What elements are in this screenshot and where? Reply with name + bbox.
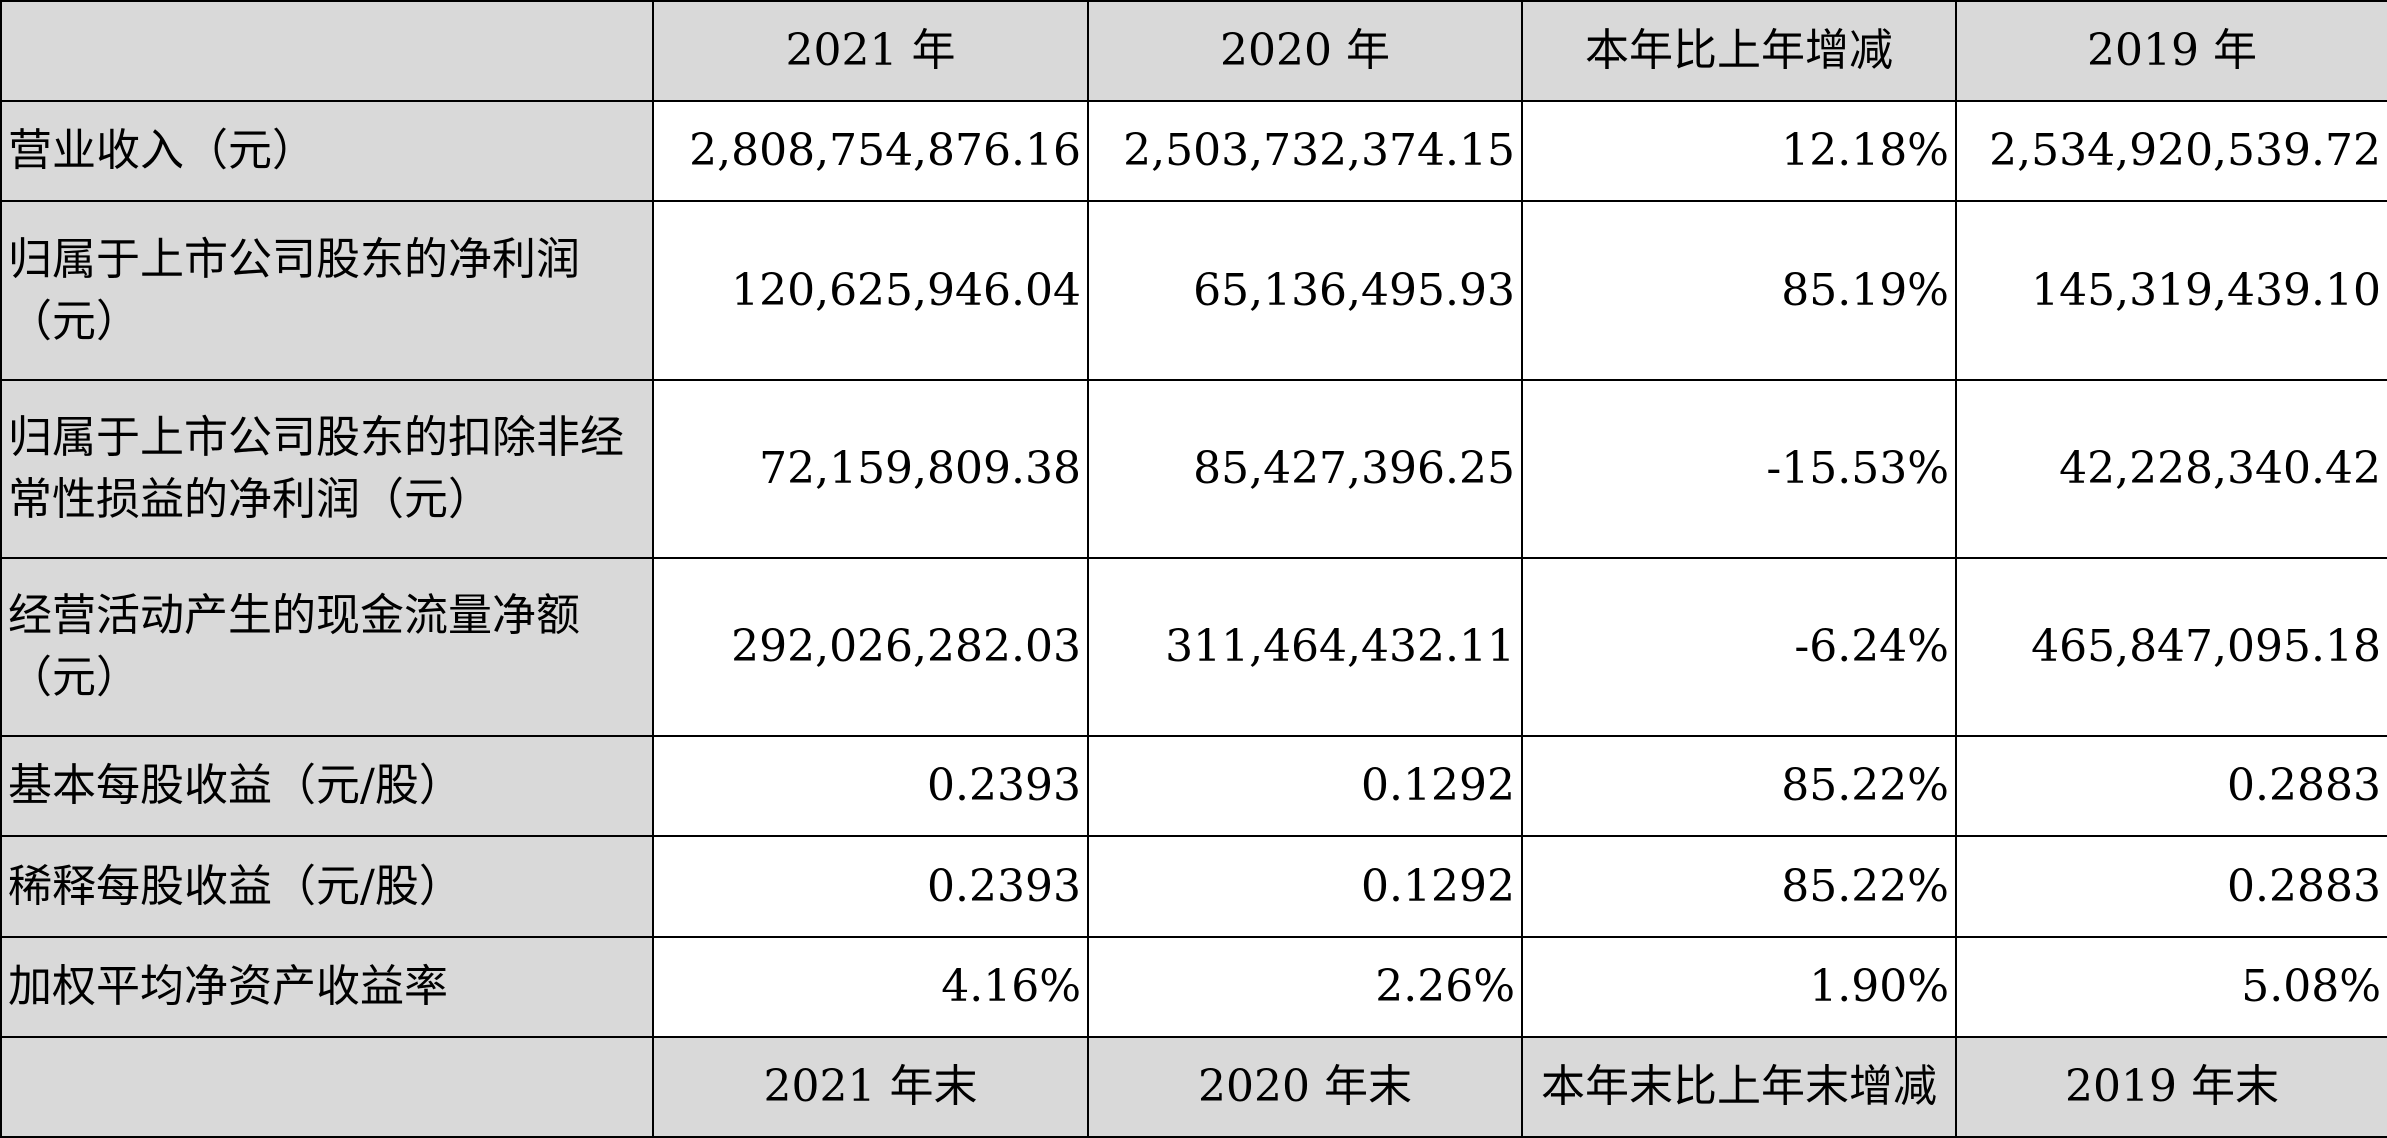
value-2019: 0.2883	[1955, 735, 2387, 838]
value-2021: 4.16%	[652, 935, 1089, 1038]
value-yoy-change: -6.24%	[1521, 556, 1957, 738]
value-2021: 72,159,809.38	[652, 378, 1089, 559]
row-label: 营业收入（元）	[0, 100, 654, 203]
value-2019: 145,319,439.10	[1955, 200, 2387, 381]
value-2021: 0.2393	[652, 835, 1089, 938]
header-corner-cell	[0, 0, 654, 103]
row-label: 归属于上市公司股东的净利润（元）	[0, 200, 654, 381]
row-label: 稀释每股收益（元/股）	[0, 835, 654, 938]
row-label: 经营活动产生的现金流量净额（元）	[0, 556, 654, 738]
value-yoy-change: 85.19%	[1521, 200, 1957, 381]
table-row: 加权平均净资产收益率 4.16% 2.26% 1.90% 5.08%	[0, 935, 2387, 1038]
table-row: 稀释每股收益（元/股） 0.2393 0.1292 85.22% 0.2883	[0, 835, 2387, 938]
table-row: 经营活动产生的现金流量净额（元） 292,026,282.03 311,464,…	[0, 556, 2387, 738]
subheader-yoy-change-end: 本年末比上年末增减	[1521, 1035, 1957, 1138]
value-2020: 2.26%	[1087, 935, 1523, 1038]
value-2019: 42,228,340.42	[1955, 378, 2387, 559]
header-2019: 2019 年	[1955, 0, 2387, 103]
value-2020: 2,503,732,374.15	[1087, 100, 1523, 203]
header-2020: 2020 年	[1087, 0, 1523, 103]
table-row: 营业收入（元） 2,808,754,876.16 2,503,732,374.1…	[0, 100, 2387, 203]
value-2019: 465,847,095.18	[1955, 556, 2387, 738]
header-2021: 2021 年	[652, 0, 1089, 103]
table-row: 归属于上市公司股东的扣除非经常性损益的净利润（元） 72,159,809.38 …	[0, 378, 2387, 559]
value-2020: 85,427,396.25	[1087, 378, 1523, 559]
value-yoy-change: 85.22%	[1521, 835, 1957, 938]
subheader-2021-end: 2021 年末	[652, 1035, 1089, 1138]
value-2020: 0.1292	[1087, 835, 1523, 938]
table-subheader-row: 2021 年末 2020 年末 本年末比上年末增减 2019 年末	[0, 1035, 2387, 1138]
value-2021: 292,026,282.03	[652, 556, 1089, 738]
value-2021: 2,808,754,876.16	[652, 100, 1089, 203]
value-2019: 5.08%	[1955, 935, 2387, 1038]
value-yoy-change: -15.53%	[1521, 378, 1957, 559]
value-2021: 0.2393	[652, 735, 1089, 838]
value-2019: 0.2883	[1955, 835, 2387, 938]
subheader-2020-end: 2020 年末	[1087, 1035, 1523, 1138]
subheader-corner-cell	[0, 1035, 654, 1138]
subheader-2019-end: 2019 年末	[1955, 1035, 2387, 1138]
row-label: 基本每股收益（元/股）	[0, 735, 654, 838]
row-label: 归属于上市公司股东的扣除非经常性损益的净利润（元）	[0, 378, 654, 559]
table-header-row: 2021 年 2020 年 本年比上年增减 2019 年	[0, 0, 2387, 103]
header-yoy-change: 本年比上年增减	[1521, 0, 1957, 103]
row-label: 加权平均净资产收益率	[0, 935, 654, 1038]
value-2020: 65,136,495.93	[1087, 200, 1523, 381]
value-2021: 120,625,946.04	[652, 200, 1089, 381]
value-2020: 311,464,432.11	[1087, 556, 1523, 738]
value-yoy-change: 12.18%	[1521, 100, 1957, 203]
table-row: 基本每股收益（元/股） 0.2393 0.1292 85.22% 0.2883	[0, 735, 2387, 838]
value-yoy-change: 85.22%	[1521, 735, 1957, 838]
value-2020: 0.1292	[1087, 735, 1523, 838]
value-2019: 2,534,920,539.72	[1955, 100, 2387, 203]
table-row: 归属于上市公司股东的净利润（元） 120,625,946.04 65,136,4…	[0, 200, 2387, 381]
value-yoy-change: 1.90%	[1521, 935, 1957, 1038]
